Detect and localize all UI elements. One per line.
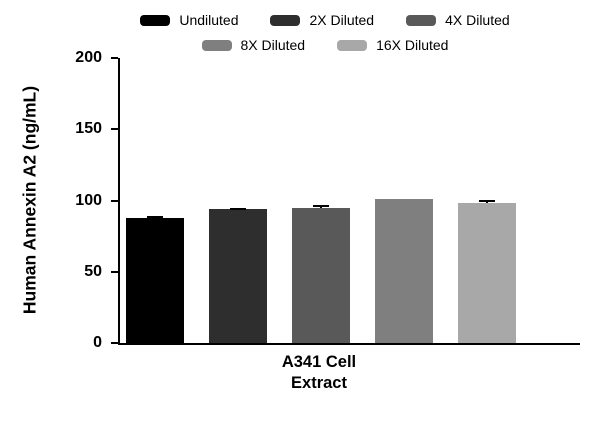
bar-8x-diluted	[375, 199, 433, 343]
legend-item-8x-diluted: 8X Diluted	[201, 37, 306, 53]
legend-label: 8X Diluted	[240, 37, 306, 53]
bar-4x-diluted	[292, 204, 350, 343]
x-axis-category-label: A341 Cell Extract	[281, 353, 357, 392]
bar-2x-diluted	[209, 207, 267, 343]
legend-swatch-2x-diluted	[270, 14, 301, 26]
legend-row-1: Undiluted 2X Diluted 4X Diluted	[80, 12, 570, 28]
plot-area: 0 50 100 150 200	[75, 49, 580, 351]
legend-item-2x-diluted: 2X Diluted	[270, 12, 374, 28]
legend: Undiluted 2X Diluted 4X Diluted 8X Diluted…	[80, 12, 570, 62]
bars-group	[120, 199, 586, 343]
legend-item-4x-diluted: 4X Diluted	[406, 12, 510, 28]
bar-16x-diluted	[458, 199, 516, 343]
y-tick-label-50: 50	[84, 262, 102, 280]
legend-swatch-4x-diluted	[406, 14, 437, 26]
legend-swatch-undiluted	[140, 14, 171, 26]
legend-item-undiluted: Undiluted	[140, 12, 238, 28]
y-tick-label-0: 0	[93, 334, 102, 351]
y-tick-mark-50	[111, 270, 118, 273]
legend-label: 16X Diluted	[376, 37, 449, 53]
y-tick-mark-100	[111, 199, 118, 202]
y-axis-title: Human Annexin A2 (ng/mL)	[19, 85, 40, 315]
legend-item-16x-diluted: 16X Diluted	[337, 37, 448, 53]
error-bar-cap	[313, 204, 329, 207]
legend-label: Undiluted	[179, 12, 239, 28]
y-tick-mark-0	[111, 342, 118, 344]
legend-swatch-16x-diluted	[337, 39, 368, 51]
error-bar-cap	[147, 216, 163, 219]
legend-label: 2X Diluted	[309, 12, 375, 28]
legend-label: 4X Diluted	[445, 12, 510, 28]
y-tick-label-200: 200	[75, 49, 102, 66]
y-tick-label-100: 100	[75, 191, 102, 209]
legend-row-2: 8X Diluted 16X Diluted	[80, 37, 570, 53]
bar-undiluted	[126, 216, 184, 343]
error-bar-cap	[230, 207, 246, 210]
y-tick-mark-200	[111, 57, 118, 59]
legend-swatch-8x-diluted	[201, 39, 232, 51]
error-bar-cap	[479, 199, 495, 202]
y-tick-mark-150	[111, 128, 118, 131]
y-tick-label-150: 150	[75, 120, 102, 138]
